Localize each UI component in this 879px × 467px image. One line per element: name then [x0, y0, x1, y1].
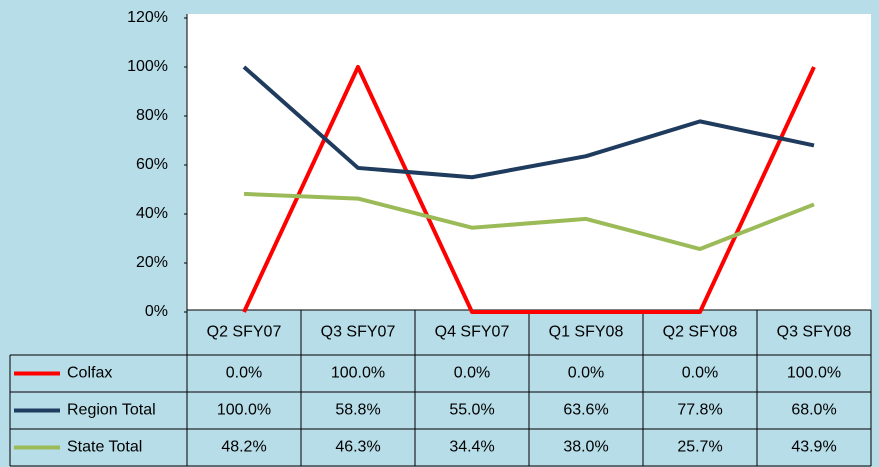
x-tick-label: Q2 SFY08 — [663, 324, 738, 341]
y-tick-label: 0% — [145, 303, 168, 320]
y-tick-label: 40% — [136, 205, 168, 222]
legend-label: Colfax — [67, 365, 112, 382]
table-cell: 77.8% — [677, 402, 722, 419]
table-cell: 0.0% — [226, 365, 262, 382]
x-tick-label: Q2 SFY07 — [207, 324, 282, 341]
table-cell: 25.7% — [677, 439, 722, 456]
table-cell: 100.0% — [787, 365, 841, 382]
x-tick-label: Q1 SFY08 — [549, 324, 624, 341]
y-tick-label: 120% — [127, 9, 168, 26]
table-cell: 100.0% — [217, 402, 271, 419]
table-cell: 34.4% — [449, 439, 494, 456]
plot-area — [187, 14, 871, 310]
table-cell: 68.0% — [791, 402, 836, 419]
series-line — [242, 65, 816, 314]
y-tick-label: 20% — [136, 254, 168, 271]
table-cell: 46.3% — [335, 439, 380, 456]
x-tick-label: Q3 SFY08 — [777, 324, 852, 341]
table-cell: 55.0% — [449, 402, 494, 419]
table-cell: 48.2% — [221, 439, 266, 456]
x-tick-label: Q4 SFY07 — [435, 324, 510, 341]
legend-label: State Total — [67, 439, 142, 456]
table-cell: 38.0% — [563, 439, 608, 456]
table-cell: 58.8% — [335, 402, 380, 419]
table-cell: 43.9% — [791, 439, 836, 456]
y-tick-label: 80% — [136, 107, 168, 124]
x-tick-label: Q3 SFY07 — [321, 324, 396, 341]
y-tick-label: 60% — [136, 156, 168, 173]
table-cell: 63.6% — [563, 402, 608, 419]
series-line — [243, 191, 815, 252]
table-cell: 0.0% — [682, 365, 718, 382]
table-cell: 0.0% — [454, 365, 490, 382]
table-cell: 0.0% — [568, 365, 604, 382]
y-tick-label: 100% — [127, 58, 168, 75]
series-line — [242, 65, 815, 180]
legend-label: Region Total — [67, 402, 156, 419]
table-cell: 100.0% — [331, 365, 385, 382]
